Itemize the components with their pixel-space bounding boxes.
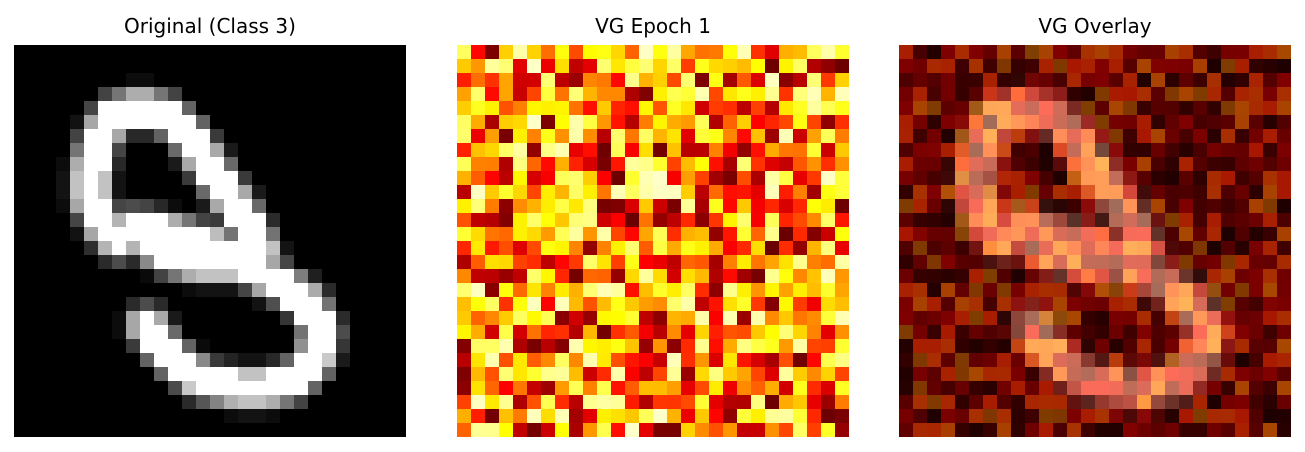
panel-title-vg-epoch: VG Epoch 1	[595, 14, 711, 38]
vg-overlay-image	[899, 45, 1291, 437]
vg-epoch-image	[457, 45, 849, 437]
vg-overlay-heatmap	[899, 45, 1291, 437]
vg-epoch-heatmap	[457, 45, 849, 437]
panel-original: Original (Class 3)	[14, 0, 406, 452]
original-digit-heatmap	[14, 45, 406, 437]
panel-title-original: Original (Class 3)	[124, 14, 296, 38]
panel-vg-epoch: VG Epoch 1	[457, 0, 849, 452]
panel-vg-overlay: VG Overlay	[899, 0, 1291, 452]
original-image	[14, 45, 406, 437]
panel-title-vg-overlay: VG Overlay	[1038, 14, 1152, 38]
